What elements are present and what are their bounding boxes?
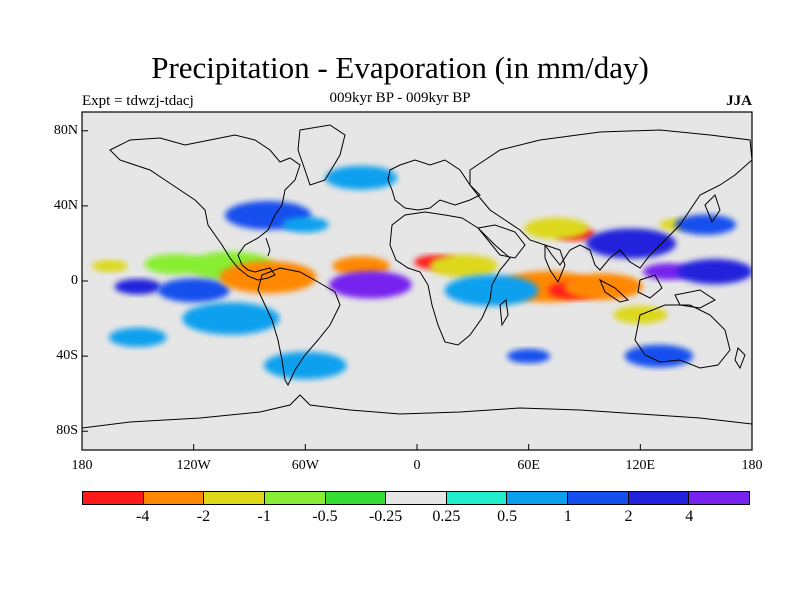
pe-contour-region	[586, 228, 677, 259]
pe-contour-region	[329, 270, 412, 299]
coastline-arabia	[477, 224, 526, 259]
coastline-florida	[265, 237, 271, 257]
coastline-sumatra	[599, 278, 630, 303]
lat-tick-label: 80N	[53, 122, 78, 138]
colorbar-label: -1	[257, 508, 271, 525]
lon-tick-label: 120W	[176, 458, 211, 473]
coastline-asia	[469, 129, 752, 271]
pe-contour-region	[157, 278, 230, 303]
colorbar-swatch	[325, 492, 387, 504]
pe-contour-region	[281, 216, 329, 233]
colorbar-swatch	[568, 492, 629, 504]
colorbar-swatch	[628, 492, 690, 504]
coastline-north-america	[109, 134, 301, 281]
season-label: JJA	[726, 93, 752, 109]
colorbar-label: 2	[624, 508, 633, 525]
pe-contour-region	[674, 214, 737, 235]
coastline-south-america	[257, 267, 341, 387]
colorbar-label: 4	[685, 508, 694, 525]
colorbar-swatch	[264, 492, 326, 504]
lon-tick-label: 0	[413, 458, 421, 473]
colorbar-label: 1	[563, 508, 572, 525]
colorbar-label: 0.25	[432, 508, 461, 525]
coastline-madagascar	[499, 299, 509, 327]
pe-contour-region	[332, 256, 390, 276]
colorbar-label: 0.5	[497, 508, 518, 525]
colorbar-swatch	[446, 492, 508, 504]
lon-tick-label: 120E	[625, 458, 656, 473]
lon-tick-label: 180	[71, 458, 93, 473]
colorbar-label: -0.25	[368, 508, 403, 525]
lat-tick-label: 40S	[56, 348, 78, 364]
coastline-layer	[82, 124, 752, 429]
lat-tick-label: 80S	[56, 423, 78, 439]
colorbar-swatch	[689, 492, 750, 504]
pe-contour-region	[109, 327, 167, 347]
colorbar-swatch	[507, 492, 569, 504]
pe-contour-region	[325, 165, 398, 190]
coastline-africa	[389, 211, 511, 346]
coastline-australia	[634, 304, 731, 369]
pe-contour-region	[507, 348, 551, 364]
coastline-europe	[387, 159, 481, 211]
axis-ticks	[81, 130, 753, 450]
lon-tick-label: 60W	[291, 458, 319, 473]
colorbar-label: -2	[196, 508, 211, 525]
pe-contour-region	[624, 344, 694, 368]
colorbar	[82, 491, 750, 505]
coastline-greenland	[297, 124, 346, 186]
coastline-new-zealand	[734, 347, 746, 370]
pe-contour-region	[114, 278, 162, 295]
coastline-new-guinea	[674, 289, 716, 309]
colorbar-swatch	[386, 492, 447, 504]
coastline-borneo	[637, 274, 663, 299]
coastline-japan	[704, 194, 721, 224]
colorbar-label: -4	[136, 508, 150, 525]
colorbar-swatch	[143, 492, 205, 504]
pe-contour-region	[524, 217, 589, 240]
chart-subtitle: 009kyr BP - 009kyr BP	[329, 90, 471, 106]
pe-contour-region	[182, 302, 280, 335]
coastline-antarctica	[82, 394, 752, 429]
chart-title: Precipitation - Evaporation (in mm/day)	[151, 50, 649, 85]
pe-contour-region	[429, 254, 498, 278]
lat-tick-label: 0	[71, 273, 78, 288]
colorbar-label: -0.5	[312, 508, 338, 525]
pe-contour-region	[91, 259, 128, 272]
experiment-label: Expt = tdwzj-tdacj	[82, 93, 194, 109]
colorbar-swatch	[83, 492, 144, 504]
lat-tick-label: 40N	[53, 197, 78, 213]
pe-contour-region	[676, 259, 752, 285]
colorbar-swatch	[204, 492, 265, 504]
pe-contour-region	[219, 261, 317, 294]
lon-tick-label: 180	[741, 458, 763, 473]
coastline-india	[544, 244, 566, 284]
lon-tick-label: 60E	[517, 458, 540, 473]
pe-contour-region	[263, 351, 347, 380]
